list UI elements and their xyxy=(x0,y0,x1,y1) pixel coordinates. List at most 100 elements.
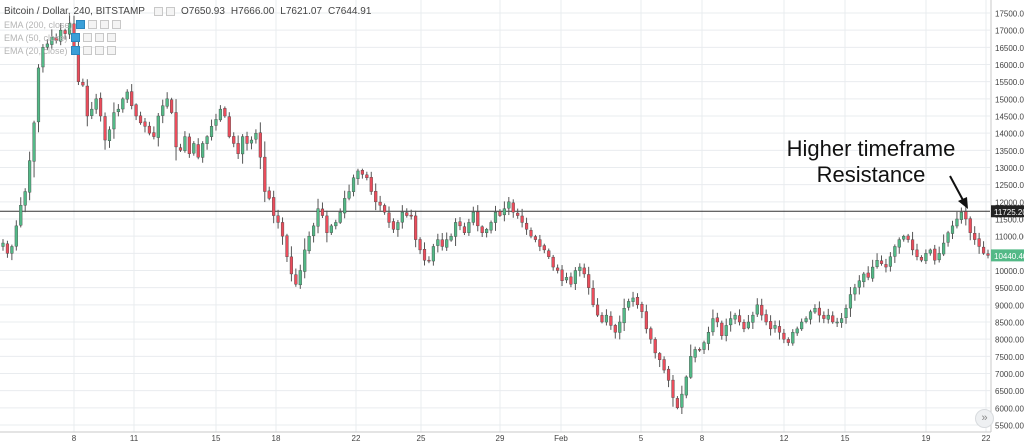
ema-200-settings-icon[interactable] xyxy=(87,20,97,29)
candle-down xyxy=(285,235,289,257)
ema-20-more-icon[interactable] xyxy=(106,46,116,55)
candle-up xyxy=(165,98,169,107)
y-tick-label: 12000.00 xyxy=(995,198,1024,207)
candle-up xyxy=(45,43,49,48)
candle-down xyxy=(280,222,285,237)
candle-down xyxy=(103,116,107,141)
ema-200-close-icon[interactable] xyxy=(99,20,109,29)
candle-down xyxy=(63,30,67,34)
candle-up xyxy=(950,225,955,234)
ema-200-eye-icon[interactable] xyxy=(75,20,85,29)
candle-down xyxy=(915,249,919,257)
y-tick-label: 11000.00 xyxy=(995,233,1024,242)
candle-up xyxy=(192,143,196,154)
candle-down xyxy=(556,267,560,271)
candle-down xyxy=(760,304,764,316)
x-tick-label: 11 xyxy=(130,434,139,443)
ema-200-more-icon[interactable] xyxy=(111,20,121,29)
candle-up xyxy=(449,235,453,241)
candle-up xyxy=(19,205,23,226)
y-tick-label: 11500.00 xyxy=(995,216,1024,225)
candle-down xyxy=(786,339,790,343)
candle-down xyxy=(258,132,262,158)
y-tick-label: 17500.00 xyxy=(995,10,1024,19)
candle-down xyxy=(582,267,586,275)
candle-up xyxy=(791,332,795,344)
candle-up xyxy=(702,342,706,350)
legend-settings-icon[interactable] xyxy=(153,7,163,16)
legend-visibility-icon[interactable] xyxy=(165,7,175,16)
candle-down xyxy=(671,379,675,398)
candle-down xyxy=(866,272,870,278)
y-tick-label: 10000.00 xyxy=(995,267,1024,276)
candle-up xyxy=(627,301,631,308)
x-tick-label: 15 xyxy=(212,434,221,443)
candle-down xyxy=(524,222,529,230)
y-tick-label: 6500.00 xyxy=(995,387,1024,396)
candle-down xyxy=(538,239,542,247)
ema-50-more-icon[interactable] xyxy=(106,33,116,42)
candle-down xyxy=(414,215,418,240)
candle-up xyxy=(800,321,804,330)
candle-up xyxy=(875,260,879,267)
candle-down xyxy=(822,315,826,319)
candle-down xyxy=(178,147,183,151)
x-tick-label: 22 xyxy=(352,434,361,443)
candle-down xyxy=(782,332,786,340)
candle-up xyxy=(578,266,582,271)
candle-up xyxy=(396,222,400,230)
candle-down xyxy=(130,91,134,106)
candle-down xyxy=(662,359,666,371)
y-tick-label: 14500.00 xyxy=(995,113,1024,122)
candle-up xyxy=(10,246,14,254)
candle-up xyxy=(848,294,853,309)
candle-down xyxy=(906,235,910,240)
candle-up xyxy=(453,222,458,237)
open-value: O7650.93 xyxy=(180,5,225,17)
annotation-text: Higher timeframe Resistance xyxy=(776,136,966,188)
y-tick-label: 12500.00 xyxy=(995,181,1024,190)
candle-up xyxy=(755,304,759,315)
candle-up xyxy=(67,23,72,35)
candle-up xyxy=(618,321,622,333)
candle-up xyxy=(116,108,120,113)
close-value: C7644.91 xyxy=(328,5,372,17)
candle-up xyxy=(733,314,737,320)
candle-down xyxy=(511,202,515,213)
ema-20-close-icon[interactable] xyxy=(94,46,104,55)
candle-up xyxy=(711,318,715,333)
candle-up xyxy=(893,246,897,257)
ema-50-eye-icon[interactable] xyxy=(70,33,80,42)
candle-down xyxy=(516,212,520,216)
candle-up xyxy=(959,211,963,220)
y-tick-label: 7500.00 xyxy=(995,353,1024,362)
ema-50-settings-icon[interactable] xyxy=(82,33,92,42)
candle-up xyxy=(14,225,18,247)
candle-down xyxy=(769,321,773,330)
chart-legend: Bitcoin / Dollar, 240, BITSTAMP O7650.93… xyxy=(4,5,371,57)
candle-up xyxy=(808,311,813,320)
x-tick-label: 5 xyxy=(639,434,644,443)
x-tick-label: 29 xyxy=(496,434,505,443)
candle-up xyxy=(431,246,435,262)
x-tick-label: 8 xyxy=(72,434,77,443)
ema-20-eye-icon[interactable] xyxy=(70,46,80,55)
candle-up xyxy=(502,208,506,216)
ema-20-settings-icon[interactable] xyxy=(82,46,92,55)
candle-up xyxy=(214,119,218,126)
candle-down xyxy=(187,136,191,154)
candle-down xyxy=(174,112,178,148)
ema-50-close-icon[interactable] xyxy=(94,33,104,42)
scroll-to-realtime-button[interactable]: » xyxy=(975,409,994,428)
candle-up xyxy=(689,356,693,378)
candle-down xyxy=(777,326,782,333)
candle-up xyxy=(23,191,27,206)
resistance-price-label: 11725.20 xyxy=(994,208,1024,217)
candle-up xyxy=(334,222,338,227)
candle-up xyxy=(329,225,333,233)
candle-up xyxy=(746,321,750,329)
candle-up xyxy=(631,297,635,302)
candle-up xyxy=(298,270,302,286)
